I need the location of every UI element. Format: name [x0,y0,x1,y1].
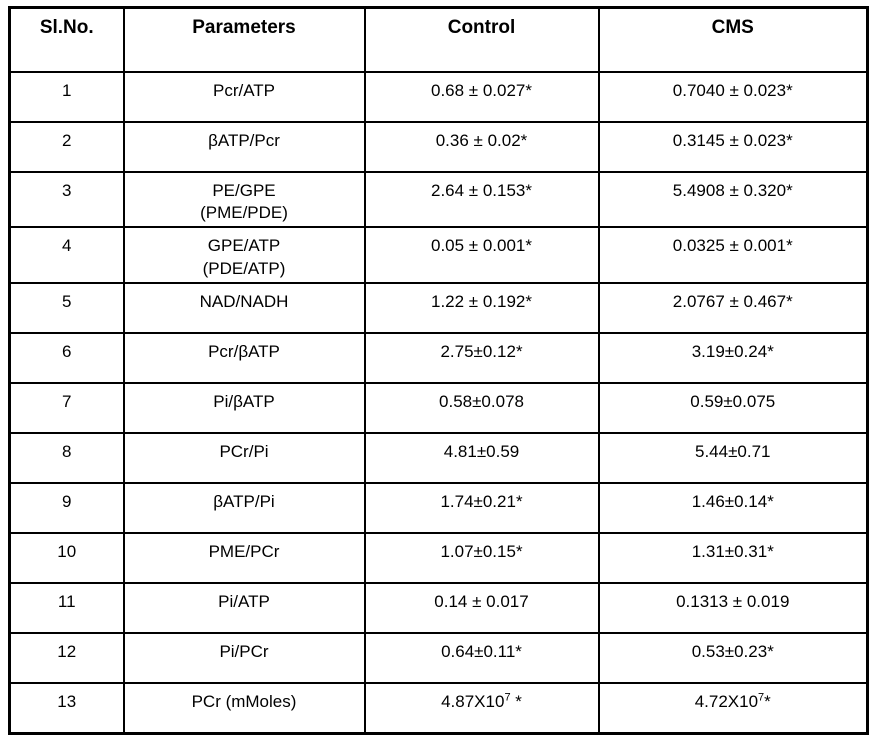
cell-sl-no: 1 [8,70,125,123]
cell-control: 2.75±0.12* [363,332,600,385]
cell-cms: 3.19±0.24* [597,332,869,385]
table-row: 9 βATP/Pi 1.74±0.21* 1.46±0.14* [8,482,869,535]
table-row: 1 Pcr/ATP 0.68 ± 0.027* 0.7040 ± 0.023* [8,70,869,123]
cell-sl-no: 3 [8,170,125,229]
cell-sl-no: 5 [8,282,125,335]
cell-parameter: Pcr/ATP [122,70,366,123]
cell-sl-no: 9 [8,482,125,535]
cell-control: 0.64±0.11* [363,632,600,685]
cell-parameter: Pi/ATP [122,582,366,635]
cell-parameter: NAD/NADH [122,282,366,335]
cell-sl-no: 7 [8,382,125,435]
table-row: 7 Pi/βATP 0.58±0.078 0.59±0.075 [8,382,869,435]
cell-cms: 2.0767 ± 0.467* [597,282,869,335]
cell-parameter: Pcr/βATP [122,332,366,385]
table-body: 1 Pcr/ATP 0.68 ± 0.027* 0.7040 ± 0.023* 2 βAT… [8,70,869,735]
cell-sl-no: 11 [8,582,125,635]
cell-parameter: PME/PCr [122,532,366,585]
cell-control: 1.22 ± 0.192* [363,282,600,335]
cell-parameter: Pi/βATP [122,382,366,435]
cell-sl-no: 6 [8,332,125,385]
cell-control: 0.14 ± 0.017 [363,582,600,635]
header-row: Sl.No. Parameters Control CMS [8,6,869,73]
table-row: 13 PCr (mMoles) 4.87X107 * 4.72X107* [8,682,869,735]
cell-control: 0.36 ± 0.02* [363,120,600,173]
cell-control: 1.07±0.15* [363,532,600,585]
cell-parameter: βATP/Pi [122,482,366,535]
cell-parameter: PCr/Pi [122,432,366,485]
cell-control: 2.64 ± 0.153* [363,170,600,229]
table-row: 4 GPE/ATP (PDE/ATP) 0.05 ± 0.001* 0.0325 ± 0… [8,226,869,285]
cell-control: 0.05 ± 0.001* [363,226,600,285]
table-row: 6 Pcr/βATP 2.75±0.12* 3.19±0.24* [8,332,869,385]
table-row: 3 PE/GPE (PME/PDE) 2.64 ± 0.153* 5.4908 ± 0.… [8,170,869,229]
cell-cms: 1.31±0.31* [597,532,869,585]
cell-sl-no: 8 [8,432,125,485]
cell-control: 4.81±0.59 [363,432,600,485]
table-header: Sl.No. Parameters Control CMS [8,6,869,73]
cell-cms: 5.4908 ± 0.320* [597,170,869,229]
table-row: 10 PME/PCr 1.07±0.15* 1.31±0.31* [8,532,869,585]
cell-cms: 0.1313 ± 0.019 [597,582,869,635]
cell-parameter: GPE/ATP (PDE/ATP) [122,226,366,285]
cell-cms: 0.59±0.075 [597,382,869,435]
superscript: 7 [504,691,511,704]
col-header-cms: CMS [597,6,869,73]
cell-control: 0.68 ± 0.027* [363,70,600,123]
cell-parameter: PE/GPE (PME/PDE) [122,170,366,229]
cell-cms: 5.44±0.71 [597,432,869,485]
cell-sl-no: 4 [8,226,125,285]
cell-control: 4.87X107 * [363,682,600,735]
cell-sl-no: 2 [8,120,125,173]
cell-cms: 0.53±0.23* [597,632,869,685]
cell-cms: 1.46±0.14* [597,482,869,535]
table-row: 5 NAD/NADH 1.22 ± 0.192* 2.0767 ± 0.467* [8,282,869,335]
table-row: 2 βATP/Pcr 0.36 ± 0.02* 0.3145 ± 0.023* [8,120,869,173]
table-row: 11 Pi/ATP 0.14 ± 0.017 0.1313 ± 0.019 [8,582,869,635]
cell-control: 1.74±0.21* [363,482,600,535]
superscript: 7 [758,691,765,704]
col-header-parameters: Parameters [122,6,366,73]
cell-sl-no: 10 [8,532,125,585]
cell-sl-no: 13 [8,682,125,735]
col-header-sl-no: Sl.No. [8,6,125,73]
parameters-table: Sl.No. Parameters Control CMS 1 Pcr/ATP 0.… [8,6,869,735]
cell-parameter: Pi/PCr [122,632,366,685]
table-row: 12 Pi/PCr 0.64±0.11* 0.53±0.23* [8,632,869,685]
cell-cms: 0.7040 ± 0.023* [597,70,869,123]
cell-parameter: PCr (mMoles) [122,682,366,735]
table-row: 8 PCr/Pi 4.81±0.59 5.44±0.71 [8,432,869,485]
cell-cms: 0.0325 ± 0.001* [597,226,869,285]
col-header-control: Control [363,6,600,73]
cell-cms: 0.3145 ± 0.023* [597,120,869,173]
cell-sl-no: 12 [8,632,125,685]
cell-parameter: βATP/Pcr [122,120,366,173]
cell-control: 0.58±0.078 [363,382,600,435]
cell-cms: 4.72X107* [597,682,869,735]
